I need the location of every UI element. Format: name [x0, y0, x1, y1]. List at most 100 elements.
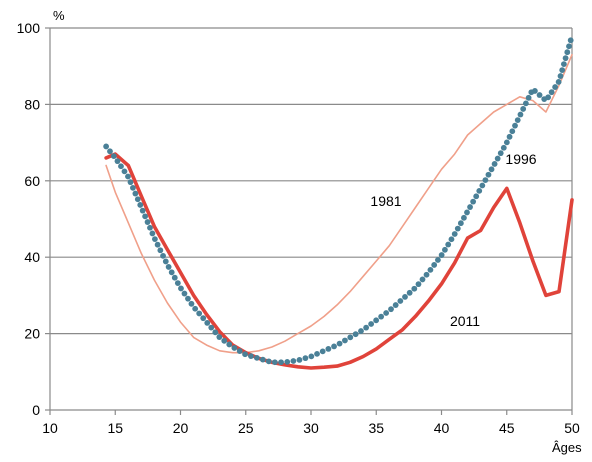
series-1996-dot: [411, 285, 418, 292]
series-1996-dot: [174, 280, 181, 286]
series-1996-dot: [470, 198, 477, 205]
series-1996-dot: [497, 150, 504, 157]
series-1996-dot: [536, 92, 543, 98]
series-1996-dot: [212, 329, 219, 336]
series-1996-dot: [352, 331, 359, 338]
series-1996-dot: [431, 262, 438, 268]
series-1996-dot: [419, 276, 426, 283]
series-1996-dot: [192, 305, 199, 312]
series-1996-dot: [454, 225, 461, 232]
series-1996-dot: [423, 271, 430, 278]
series-1996-dot: [500, 144, 507, 151]
series-1996-dot: [188, 300, 195, 307]
series-1996-dot: [438, 252, 445, 258]
series-1996-dot: [144, 219, 151, 225]
series-1996-dot: [121, 168, 128, 175]
series-1996-dot: [464, 209, 470, 216]
series-1996-dot: [204, 319, 211, 326]
series-1996-dot: [494, 155, 501, 162]
x-axis-title: Âges: [552, 440, 582, 455]
series-1996-dot: [461, 214, 467, 221]
series-1996-dot: [165, 264, 172, 270]
x-tick-label-10: 10: [42, 420, 58, 436]
series-1996-dot: [208, 324, 215, 331]
series-1996-dot: [506, 133, 513, 140]
series-1996-dot: [226, 341, 233, 348]
series-1996-dot: [248, 353, 254, 360]
series-1981-line: [105, 53, 573, 354]
series-1996-dot: [442, 246, 448, 253]
series-1996-dot: [482, 177, 489, 184]
x-tick-label-25: 25: [238, 420, 254, 436]
series-1996-dot: [488, 166, 495, 173]
series-1996-dot: [383, 310, 390, 316]
series-1996-dot: [562, 55, 569, 62]
series-1996-dot: [402, 293, 408, 300]
series-1996-dot: [134, 196, 141, 203]
series-1996-dot: [152, 236, 158, 243]
series-1996-dot: [467, 204, 473, 210]
series-1996-dot: [125, 173, 131, 180]
series-1996-dot: [509, 128, 516, 135]
series-1996-dots: [103, 37, 574, 366]
series-1996-dot: [358, 328, 364, 334]
gridlines: [50, 27, 572, 335]
series-1996-dot: [185, 295, 191, 302]
series-1996-dot: [103, 143, 110, 150]
series-1996-dot: [363, 324, 370, 331]
series-1996-dot: [435, 257, 441, 263]
series-1996-dot: [342, 337, 348, 344]
series-1996-dot: [171, 274, 178, 281]
series-1996-dot: [130, 184, 136, 191]
series-1996-dot: [567, 37, 574, 44]
series-1996-dot: [221, 337, 228, 344]
series-1996-dot: [157, 247, 164, 254]
series-1996-dot: [181, 290, 188, 297]
series-1996-dot: [160, 252, 166, 259]
series-1996-dot: [236, 348, 243, 354]
series-1996-dot: [522, 100, 529, 107]
series-1996-dot: [392, 302, 399, 308]
series-1996-dot: [147, 224, 153, 231]
series-1996-dot: [491, 161, 498, 167]
x-tick-label-15: 15: [107, 420, 123, 436]
series-1996-dot: [479, 182, 486, 189]
series-1996-dot: [139, 207, 146, 214]
series-1996-dot: [373, 317, 380, 324]
series-1996-dot: [525, 94, 532, 101]
series-1996-dot: [325, 345, 332, 352]
series-1996-dot: [545, 94, 552, 101]
series-1996-dot: [520, 106, 527, 112]
series-1996-dot: [137, 202, 144, 208]
series-1996-dot: [107, 148, 113, 155]
series-1996-dot: [114, 158, 121, 165]
series-1996-dot: [319, 348, 326, 355]
series-1996-dot: [290, 358, 297, 364]
series-1996-dot: [415, 281, 422, 288]
series-1996-dot: [555, 79, 562, 85]
y-tick-label-80: 80: [24, 96, 40, 112]
series-1996-dot: [559, 67, 566, 73]
series-1996-dot: [265, 358, 272, 365]
series-1996-dot: [336, 340, 343, 347]
series-1996-dot: [242, 351, 248, 358]
series-1996-dot: [278, 359, 284, 366]
series-1996-dot: [448, 236, 455, 243]
series-1996-dot: [517, 111, 524, 118]
series-label-1996: 1996: [505, 151, 536, 167]
x-tick-label-40: 40: [434, 420, 450, 436]
series-1996-dot: [154, 241, 161, 248]
series-1996-dot: [271, 359, 278, 366]
y-tick-label-20: 20: [24, 326, 40, 342]
series-group: [103, 37, 574, 370]
y-tick-label-60: 60: [24, 173, 40, 189]
series-1996-dot: [259, 356, 266, 363]
series-1996-dot: [196, 310, 203, 317]
series-1996-dot: [142, 213, 149, 220]
series-1996-dot: [331, 343, 337, 350]
series-1996-dot: [457, 220, 464, 227]
series-1996-dot: [485, 171, 492, 178]
series-1996-dot: [253, 354, 260, 361]
series-1996-dot: [560, 61, 567, 68]
